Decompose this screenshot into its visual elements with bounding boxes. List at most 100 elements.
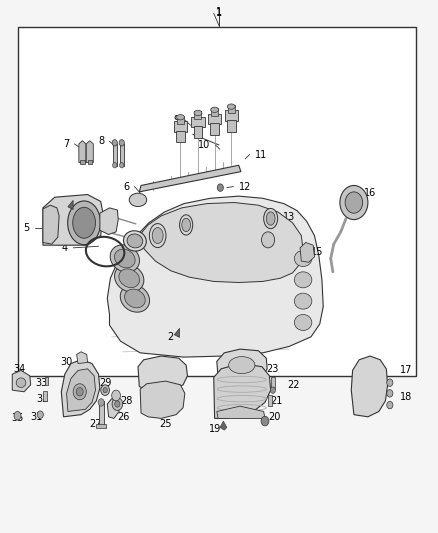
Text: 10: 10 [198, 140, 210, 150]
Polygon shape [138, 356, 187, 392]
Circle shape [387, 390, 393, 397]
Polygon shape [68, 200, 73, 209]
Text: 3: 3 [121, 240, 127, 250]
Ellipse shape [119, 269, 140, 288]
Text: 2: 2 [54, 204, 60, 214]
Text: 29: 29 [99, 378, 112, 387]
Text: 18: 18 [399, 392, 412, 402]
Polygon shape [67, 369, 95, 411]
Polygon shape [139, 203, 303, 282]
Polygon shape [77, 352, 88, 364]
Text: 22: 22 [287, 380, 300, 390]
Text: 13: 13 [283, 213, 295, 222]
Ellipse shape [129, 193, 147, 207]
Circle shape [261, 232, 275, 248]
Ellipse shape [182, 219, 191, 232]
Text: 8: 8 [98, 136, 104, 146]
Bar [228, 105, 235, 113]
Bar [210, 123, 219, 135]
Bar [45, 377, 48, 385]
Text: 15: 15 [311, 247, 323, 256]
Text: 12: 12 [239, 182, 251, 191]
Circle shape [217, 184, 223, 191]
Polygon shape [217, 406, 265, 418]
Text: 6: 6 [123, 182, 129, 191]
Circle shape [112, 390, 120, 401]
Bar [174, 121, 187, 132]
Circle shape [387, 401, 393, 409]
Text: 4: 4 [62, 243, 68, 253]
Polygon shape [220, 421, 227, 430]
Circle shape [112, 140, 117, 146]
Ellipse shape [149, 223, 166, 247]
Ellipse shape [16, 378, 26, 387]
Text: 19: 19 [209, 424, 221, 434]
Ellipse shape [294, 314, 312, 330]
Circle shape [113, 163, 117, 168]
Text: 25: 25 [159, 419, 172, 429]
Circle shape [261, 416, 269, 426]
Bar [18, 27, 416, 376]
Ellipse shape [73, 207, 95, 238]
Ellipse shape [227, 104, 235, 109]
Text: 1: 1 [216, 9, 222, 18]
Bar [227, 120, 236, 132]
Bar [99, 401, 104, 426]
Text: 28: 28 [120, 396, 133, 406]
Circle shape [112, 398, 123, 410]
Polygon shape [214, 364, 271, 418]
Bar [191, 117, 205, 127]
Bar [80, 160, 85, 164]
Circle shape [14, 411, 21, 420]
Circle shape [340, 185, 368, 220]
Text: 5: 5 [24, 223, 30, 233]
Ellipse shape [124, 231, 146, 251]
Circle shape [119, 140, 124, 146]
Circle shape [120, 163, 124, 168]
Text: 35: 35 [12, 414, 24, 423]
Ellipse shape [115, 264, 144, 292]
Ellipse shape [67, 201, 101, 245]
Text: 14: 14 [277, 234, 289, 244]
Text: 30: 30 [60, 358, 72, 367]
Bar [43, 391, 47, 401]
Text: 34: 34 [13, 364, 25, 374]
Text: 17: 17 [399, 366, 412, 375]
Ellipse shape [211, 107, 219, 112]
Bar [268, 395, 272, 406]
Text: 33: 33 [35, 378, 47, 387]
Polygon shape [61, 360, 100, 417]
Ellipse shape [124, 289, 145, 308]
Polygon shape [300, 243, 314, 262]
Text: 2: 2 [167, 332, 173, 342]
Text: 24: 24 [159, 359, 172, 368]
Bar [88, 160, 92, 164]
Polygon shape [217, 349, 267, 381]
Ellipse shape [120, 285, 149, 312]
Text: 23: 23 [266, 364, 279, 374]
Circle shape [115, 401, 120, 407]
Polygon shape [43, 195, 103, 245]
Ellipse shape [194, 110, 202, 116]
Text: 11: 11 [255, 150, 267, 159]
Ellipse shape [110, 245, 139, 272]
Polygon shape [139, 165, 241, 192]
Circle shape [345, 192, 363, 213]
Bar [208, 114, 221, 124]
Polygon shape [86, 141, 93, 163]
Circle shape [73, 384, 86, 400]
Circle shape [103, 387, 107, 393]
Circle shape [76, 387, 83, 396]
Circle shape [98, 399, 104, 406]
Ellipse shape [229, 357, 255, 374]
Bar [194, 111, 201, 119]
Bar [176, 131, 185, 142]
Polygon shape [43, 205, 59, 244]
Bar [177, 116, 184, 124]
Bar [120, 144, 124, 166]
Circle shape [387, 379, 393, 386]
Ellipse shape [127, 234, 143, 248]
Ellipse shape [264, 208, 278, 229]
Bar [96, 424, 106, 428]
Text: 7: 7 [63, 139, 69, 149]
